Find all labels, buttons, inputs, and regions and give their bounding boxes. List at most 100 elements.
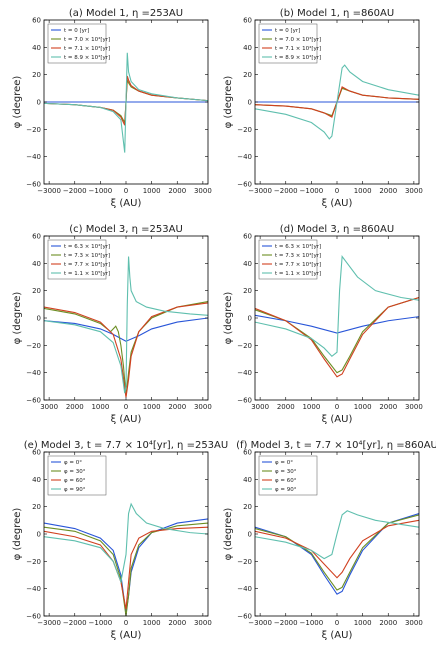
x-axis-label: ξ (AU) — [111, 630, 142, 641]
x-tick-label: 1000 — [354, 619, 372, 627]
y-tick-label: 0 — [37, 531, 41, 539]
y-tick-label: 40 — [243, 44, 252, 52]
x-tick-label: 1000 — [354, 403, 372, 411]
x-tick-label: 0 — [124, 187, 128, 195]
series-line — [44, 526, 208, 610]
chart-title: (c) Model 3, η =253AU — [69, 224, 183, 235]
legend-label: φ = 90° — [64, 487, 86, 493]
y-tick-label: −40 — [26, 153, 41, 161]
legend-label: t = 7.7 × 10⁴[yr] — [275, 261, 321, 268]
y-tick-label: 60 — [243, 233, 252, 241]
x-tick-label: 1000 — [143, 187, 161, 195]
panel-c: (c) Model 3, η =253AU 3000 2000 1000 0 1000 20… — [12, 224, 212, 425]
x-tick-label: 2000 — [168, 619, 186, 627]
y-tick-label: 40 — [243, 476, 252, 484]
series-line — [255, 296, 419, 378]
y-axis-label: φ (degree) — [12, 76, 23, 129]
x-tick-label: −2000 — [274, 187, 298, 195]
series-line — [44, 518, 208, 614]
y-tick-label: 40 — [243, 260, 252, 268]
x-tick-label: 2000 — [168, 403, 186, 411]
y-axis-label: φ (degree) — [12, 508, 23, 561]
y-tick-label: 60 — [32, 233, 41, 241]
y-tick-label: 60 — [243, 17, 252, 25]
y-tick-label: −20 — [237, 342, 252, 350]
y-tick-label: −40 — [237, 585, 252, 593]
y-tick-label: −60 — [237, 397, 252, 405]
y-tick-label: 20 — [243, 71, 252, 79]
x-tick-label: 1000 — [143, 619, 161, 627]
legend-label: φ = 0° — [275, 460, 293, 466]
x-tick-label: 0 — [124, 619, 128, 627]
y-tick-label: 20 — [243, 503, 252, 511]
x-tick-label: −3000 — [37, 619, 61, 627]
series-line — [255, 254, 419, 358]
y-tick-label: 0 — [37, 99, 41, 107]
y-axis-label: φ (degree) — [12, 292, 23, 345]
y-tick-label: 40 — [32, 260, 41, 268]
y-tick-label: 20 — [32, 503, 41, 511]
x-tick-label: 3000 — [251, 403, 269, 411]
x-tick-label: 3000 — [194, 187, 212, 195]
y-tick-label: 60 — [243, 449, 252, 457]
y-tick-label: 20 — [32, 71, 41, 79]
legend-label: t = 7.1 × 10⁴[yr] — [275, 45, 321, 52]
y-tick-label: −20 — [26, 126, 41, 134]
x-tick-label: −3000 — [248, 619, 272, 627]
x-tick-label: −2000 — [63, 187, 87, 195]
legend-label: φ = 60° — [64, 478, 86, 484]
legend-label: t = 7.0 × 10⁴[yr] — [275, 36, 321, 43]
y-tick-label: 0 — [37, 315, 41, 323]
chart-title: (a) Model 1, η =253AU — [69, 8, 183, 19]
x-tick-label: 0 — [335, 187, 339, 195]
x-tick-label: 1000 — [302, 403, 320, 411]
series-line — [255, 510, 419, 560]
series-line — [255, 512, 419, 595]
legend-label: t = 8.9 × 10⁴[yr] — [275, 54, 321, 61]
series-line — [44, 301, 208, 396]
series-line — [255, 519, 419, 579]
chart-title: (d) Model 3, η =860AU — [280, 224, 394, 235]
y-tick-label: 40 — [32, 476, 41, 484]
y-axis-label: φ (degree) — [223, 508, 234, 561]
legend-label: t = 6.3 × 10⁴[yr] — [64, 243, 110, 250]
x-tick-label: 1000 — [91, 403, 109, 411]
y-tick-label: −20 — [26, 558, 41, 566]
x-tick-label: 1000 — [143, 403, 161, 411]
x-tick-label: 3000 — [405, 187, 423, 195]
series-line — [44, 52, 208, 153]
y-tick-label: 0 — [248, 315, 252, 323]
series-line — [44, 502, 208, 584]
x-tick-label: 2000 — [277, 403, 295, 411]
series-line — [44, 302, 208, 398]
y-tick-label: −40 — [237, 153, 252, 161]
series-line — [255, 514, 419, 591]
legend-label: t = 1.1 × 10⁵[yr] — [275, 270, 321, 277]
panel-a: (a) Model 1, η =253AU −3000 −2000 −1000 0 100… — [12, 8, 212, 209]
x-tick-label: −3000 — [37, 187, 61, 195]
legend-label: φ = 60° — [275, 478, 297, 484]
x-tick-label: −1000 — [89, 619, 113, 627]
x-tick-label: 3000 — [405, 619, 423, 627]
y-tick-label: −40 — [237, 369, 252, 377]
x-tick-label: −1000 — [300, 187, 324, 195]
y-tick-label: 60 — [32, 449, 41, 457]
legend-label: t = 7.3 × 10⁴[yr] — [275, 252, 321, 259]
legend-label: t = 1.1 × 10⁵[yr] — [64, 270, 110, 277]
y-tick-label: −20 — [237, 558, 252, 566]
y-tick-label: 20 — [243, 287, 252, 295]
x-tick-label: 2000 — [379, 187, 397, 195]
series-line — [255, 296, 419, 374]
x-axis-label: ξ (AU) — [322, 630, 353, 641]
x-axis-label: ξ (AU) — [111, 198, 142, 209]
x-axis-label: ξ (AU) — [322, 414, 353, 425]
series-line — [44, 317, 208, 342]
legend-label: t = 7.7 × 10⁴[yr] — [64, 261, 110, 268]
legend-label: t = 6.3 × 10⁴[yr] — [275, 243, 321, 250]
x-tick-label: 2000 — [379, 619, 397, 627]
x-tick-label: −3000 — [248, 187, 272, 195]
x-tick-label: 3000 — [194, 619, 212, 627]
series-line — [44, 256, 208, 394]
x-tick-label: 2000 — [66, 403, 84, 411]
